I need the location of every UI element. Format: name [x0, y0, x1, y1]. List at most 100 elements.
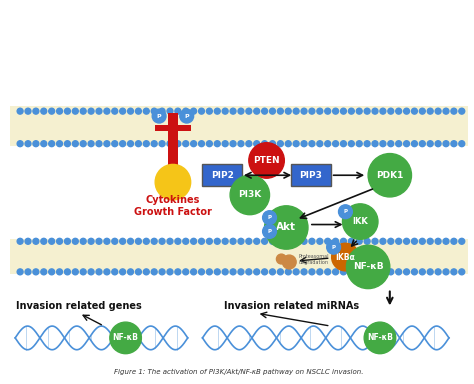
Circle shape — [327, 240, 340, 254]
Circle shape — [459, 141, 465, 147]
Circle shape — [119, 108, 126, 114]
Circle shape — [419, 108, 425, 114]
Circle shape — [230, 175, 270, 215]
Circle shape — [199, 238, 204, 244]
FancyBboxPatch shape — [10, 106, 468, 146]
Circle shape — [104, 269, 110, 275]
Circle shape — [348, 141, 354, 147]
Circle shape — [348, 269, 354, 275]
Circle shape — [403, 238, 410, 244]
Circle shape — [364, 322, 396, 354]
Text: Proteasomal
degradation: Proteasomal degradation — [299, 254, 329, 265]
Circle shape — [143, 269, 149, 275]
FancyBboxPatch shape — [291, 164, 331, 186]
Text: P: P — [332, 245, 336, 250]
Text: P: P — [267, 215, 272, 220]
Text: NF-κB: NF-κB — [113, 333, 138, 343]
Circle shape — [317, 238, 323, 244]
Circle shape — [356, 108, 362, 114]
Circle shape — [317, 141, 323, 147]
Circle shape — [49, 108, 55, 114]
Circle shape — [340, 141, 346, 147]
Circle shape — [80, 141, 86, 147]
Circle shape — [112, 108, 118, 114]
Circle shape — [33, 141, 39, 147]
Circle shape — [136, 238, 141, 244]
Circle shape — [17, 141, 23, 147]
Circle shape — [443, 238, 449, 244]
Circle shape — [64, 269, 71, 275]
Circle shape — [180, 109, 193, 123]
Circle shape — [230, 269, 236, 275]
Circle shape — [419, 238, 425, 244]
Circle shape — [143, 238, 149, 244]
Circle shape — [356, 269, 362, 275]
Circle shape — [368, 154, 411, 197]
Circle shape — [301, 238, 307, 244]
Circle shape — [151, 141, 157, 147]
Text: Figure 1: The activation of PI3K/Akt/NF-κB pathway on NSCLC invasion.: Figure 1: The activation of PI3K/Akt/NF-… — [114, 369, 364, 376]
Circle shape — [309, 269, 315, 275]
Circle shape — [285, 238, 291, 244]
Circle shape — [403, 269, 410, 275]
Circle shape — [112, 141, 118, 147]
Circle shape — [80, 238, 86, 244]
Circle shape — [96, 141, 102, 147]
Circle shape — [214, 269, 220, 275]
Circle shape — [317, 269, 323, 275]
Circle shape — [191, 269, 197, 275]
Circle shape — [263, 225, 276, 238]
Circle shape — [270, 108, 275, 114]
Text: PI3K: PI3K — [238, 190, 262, 199]
Circle shape — [435, 108, 441, 114]
Circle shape — [262, 238, 267, 244]
Circle shape — [427, 269, 433, 275]
Text: Akt: Akt — [276, 222, 296, 232]
Circle shape — [419, 141, 425, 147]
Text: PTEN: PTEN — [253, 156, 280, 165]
Circle shape — [249, 143, 284, 178]
Circle shape — [443, 141, 449, 147]
Circle shape — [73, 269, 78, 275]
Circle shape — [191, 108, 197, 114]
Text: Invasion related genes: Invasion related genes — [17, 301, 142, 311]
Circle shape — [41, 238, 47, 244]
Circle shape — [411, 269, 418, 275]
Circle shape — [33, 108, 39, 114]
Circle shape — [119, 141, 126, 147]
Circle shape — [222, 108, 228, 114]
Circle shape — [372, 108, 378, 114]
Circle shape — [88, 141, 94, 147]
Circle shape — [396, 141, 401, 147]
Circle shape — [419, 269, 425, 275]
Circle shape — [80, 269, 86, 275]
Circle shape — [238, 238, 244, 244]
Circle shape — [159, 141, 165, 147]
Circle shape — [380, 108, 386, 114]
Circle shape — [283, 255, 296, 269]
Circle shape — [346, 245, 390, 289]
Circle shape — [270, 238, 275, 244]
Circle shape — [199, 141, 204, 147]
Circle shape — [199, 269, 204, 275]
Circle shape — [356, 141, 362, 147]
Circle shape — [152, 109, 166, 123]
Circle shape — [301, 269, 307, 275]
Circle shape — [25, 108, 31, 114]
Circle shape — [427, 238, 433, 244]
Circle shape — [167, 108, 173, 114]
Circle shape — [183, 108, 189, 114]
Circle shape — [293, 269, 299, 275]
Circle shape — [41, 269, 47, 275]
Text: PIP3: PIP3 — [300, 171, 322, 180]
Circle shape — [254, 238, 260, 244]
Text: NF-κB: NF-κB — [353, 262, 383, 271]
Circle shape — [285, 269, 291, 275]
Circle shape — [459, 108, 465, 114]
Circle shape — [136, 108, 141, 114]
Circle shape — [435, 269, 441, 275]
Circle shape — [340, 108, 346, 114]
Circle shape — [88, 238, 94, 244]
Circle shape — [332, 243, 359, 271]
Circle shape — [246, 238, 252, 244]
